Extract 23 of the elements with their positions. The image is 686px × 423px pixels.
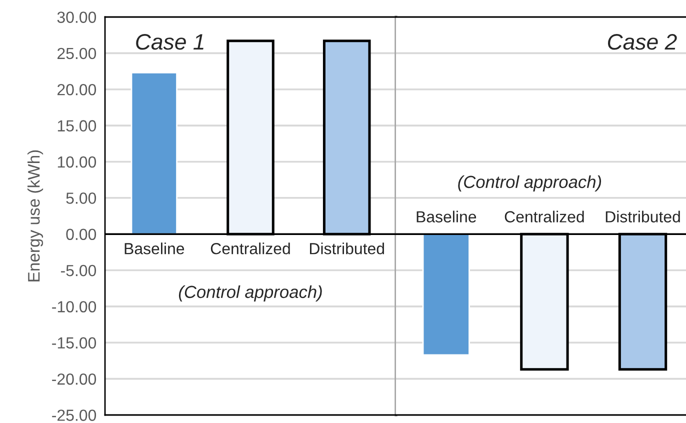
x-tick-label: Centralized (210, 242, 290, 254)
y-tick-label: 25.00 (58, 48, 96, 60)
annotation: Case 1 (136, 34, 204, 50)
y-tick-label: 5.00 (66, 192, 96, 204)
x-tick-label: Baseline (124, 242, 184, 254)
y-axis-title: Energy use (kWh) (28, 150, 44, 282)
y-tick-label: 10.00 (58, 156, 96, 168)
x-tick-label: Baseline (416, 210, 476, 222)
x-tick-label: Distributed (310, 242, 384, 254)
y-tick-label: 0.00 (66, 228, 96, 240)
y-tick-label: 15.00 (58, 120, 96, 132)
y-tick-label: 20.00 (58, 84, 96, 96)
y-tick-label: -15.00 (52, 337, 96, 349)
y-tick-label: -10.00 (52, 301, 96, 312)
annotation: (Control approach) (458, 175, 602, 192)
annotation: Case 2 (608, 34, 677, 50)
x-tick-label: Centralized (504, 210, 584, 222)
y-tick-label: -25.00 (52, 410, 96, 421)
x-tick-label: Distributed (606, 210, 680, 222)
y-tick-label: 30.00 (57, 12, 96, 23)
y-tick-label: -5.00 (60, 264, 96, 276)
y-tick-label: -20.00 (52, 373, 96, 385)
annotation: (Control approach) (178, 285, 322, 302)
